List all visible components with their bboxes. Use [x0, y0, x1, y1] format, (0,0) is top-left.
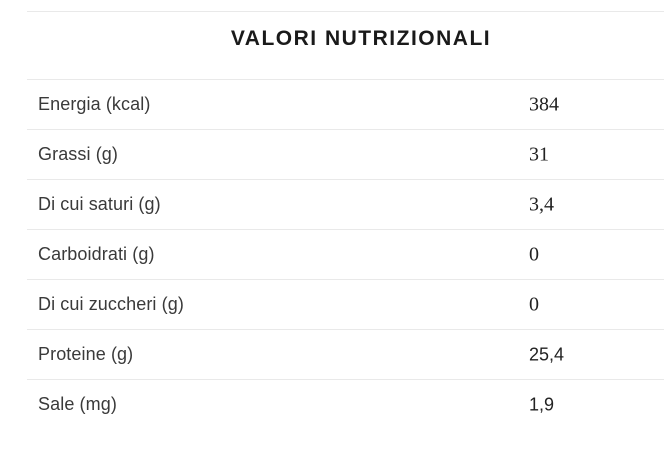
nutrient-label: Di cui saturi (g) — [38, 194, 161, 214]
nutrition-rows: Energia (kcal) 384 Grassi (g) 31 Di cui … — [27, 79, 664, 429]
nutrient-label: Di cui zuccheri (g) — [38, 294, 184, 314]
table-row-carboidrati: Carboidrati (g) 0 — [27, 229, 664, 279]
nutrient-label: Grassi (g) — [38, 144, 119, 164]
nutrient-value: 25,4 — [529, 344, 565, 364]
nutrient-label: Sale (mg) — [38, 394, 117, 414]
nutrient-label: Proteine (g) — [38, 344, 134, 364]
nutrient-value: 0 — [529, 243, 539, 265]
nutrient-value: 31 — [529, 143, 549, 165]
nutrient-value: 1,9 — [529, 394, 555, 414]
table-row-saturi: Di cui saturi (g) 3,4 — [27, 179, 664, 229]
nutrient-value: 0 — [529, 293, 539, 315]
table-row-energia: Energia (kcal) 384 — [27, 79, 664, 129]
nutrition-table: VALORI NUTRIZIONALI Energia (kcal) 384 G… — [27, 11, 664, 429]
nutrient-label: Carboidrati (g) — [38, 244, 155, 264]
nutrient-value: 3,4 — [529, 193, 554, 215]
table-row-grassi: Grassi (g) 31 — [27, 129, 664, 179]
nutrient-label: Energia (kcal) — [38, 94, 151, 114]
table-row-proteine: Proteine (g) 25,4 — [27, 329, 664, 379]
table-row-sale: Sale (mg) 1,9 — [27, 379, 664, 429]
nutrition-table-title: VALORI NUTRIZIONALI — [27, 11, 664, 79]
table-row-zuccheri: Di cui zuccheri (g) 0 — [27, 279, 664, 329]
nutrient-value: 384 — [529, 93, 559, 115]
